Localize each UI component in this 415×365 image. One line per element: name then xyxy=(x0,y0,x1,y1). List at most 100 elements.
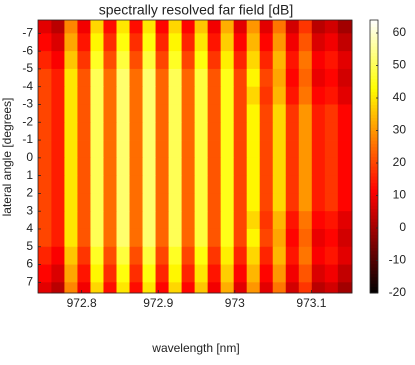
heatmap-cell xyxy=(77,264,91,283)
heatmap-cell xyxy=(64,246,78,265)
heatmap-cell xyxy=(142,228,156,248)
heatmap-cell xyxy=(311,68,326,88)
heatmap-cell xyxy=(142,175,156,194)
heatmap-cell xyxy=(51,33,65,52)
heatmap-cell xyxy=(337,51,353,70)
colorbar-swatch xyxy=(370,283,378,287)
heatmap-cell xyxy=(64,86,78,105)
heatmap-cell xyxy=(311,140,326,159)
colorbar-swatch xyxy=(370,127,378,131)
colorbar-swatch xyxy=(370,189,378,193)
heatmap-cell xyxy=(103,20,117,34)
heatmap-cell xyxy=(142,264,156,283)
heatmap-cell xyxy=(324,122,339,141)
colorbar-swatch xyxy=(370,241,378,245)
heatmap-cell xyxy=(233,264,248,283)
colorbar-swatch xyxy=(370,104,378,109)
heatmap-cell xyxy=(194,33,209,52)
heatmap-cell xyxy=(298,33,313,52)
heatmap-cell xyxy=(168,264,182,283)
heatmap-cell xyxy=(272,175,287,194)
colorbar-swatch xyxy=(370,150,378,154)
heatmap-cell xyxy=(233,86,248,105)
colorbar-swatch xyxy=(370,244,378,248)
heatmap-cell xyxy=(38,122,52,141)
heatmap-cell xyxy=(142,193,156,212)
heatmap-cell xyxy=(324,228,339,248)
heatmap-cell xyxy=(77,20,91,34)
colorbar-swatch xyxy=(370,91,378,96)
heatmap-cell xyxy=(38,175,52,194)
colorbar-swatch xyxy=(370,205,378,209)
heatmap-cell xyxy=(77,157,91,177)
heatmap-cell xyxy=(77,246,91,265)
heatmap-cell xyxy=(155,246,169,265)
heatmap-cell xyxy=(129,175,143,194)
heatmap-cell xyxy=(155,282,169,294)
heatmap-cell xyxy=(207,122,222,141)
colorbar-swatch xyxy=(370,130,378,135)
heatmap-cell xyxy=(155,193,169,212)
heatmap-cell xyxy=(298,193,313,212)
colorbar-swatch xyxy=(370,23,378,27)
heatmap-cell xyxy=(324,282,339,294)
colorbar-swatch xyxy=(370,260,378,265)
colorbar-swatch xyxy=(370,179,378,183)
heatmap-cell xyxy=(259,228,274,248)
heatmap-cell xyxy=(103,33,117,52)
heatmap-cell xyxy=(51,20,65,34)
heatmap-cell xyxy=(155,33,169,52)
heatmap-cell xyxy=(51,122,65,141)
heatmap-cell xyxy=(311,157,326,177)
heatmap-cell xyxy=(129,282,143,294)
colorbar-swatch xyxy=(370,192,378,196)
heatmap-cell xyxy=(77,104,91,123)
heatmap-cell xyxy=(272,140,287,159)
heatmap-cell xyxy=(272,264,287,283)
heatmap-cell xyxy=(337,246,353,265)
heatmap-cell xyxy=(155,211,169,230)
heatmap-cell xyxy=(285,211,300,230)
colorbar-swatch xyxy=(370,94,378,99)
heatmap-cell xyxy=(337,211,353,230)
heatmap-cell xyxy=(272,33,287,52)
heatmap-cell xyxy=(142,51,156,70)
heatmap-cell xyxy=(207,51,222,70)
heatmap-cell xyxy=(337,68,353,88)
heatmap-cell xyxy=(337,157,353,177)
heatmap-cell xyxy=(311,175,326,194)
heatmap-cell xyxy=(246,20,261,34)
colorbar-swatch xyxy=(370,46,378,50)
heatmap-cell xyxy=(90,282,104,294)
heatmap-cell xyxy=(298,104,313,123)
heatmap-cell xyxy=(337,20,353,34)
heatmap-cell xyxy=(38,86,52,105)
heatmap-cell xyxy=(103,157,117,177)
colorbar-swatch xyxy=(370,153,378,157)
heatmap-cell xyxy=(233,228,248,248)
heatmap-cell xyxy=(207,33,222,52)
heatmap-cell xyxy=(298,68,313,88)
heatmap-cell xyxy=(311,33,326,52)
colorbar-swatch xyxy=(370,254,378,258)
heatmap-cell xyxy=(285,20,300,34)
colorbar-swatch xyxy=(370,133,378,138)
heatmap-cell xyxy=(246,282,261,294)
heatmap-cell xyxy=(90,122,104,141)
heatmap-cell xyxy=(51,51,65,70)
heatmap-cell xyxy=(129,33,143,52)
heatmap-cell xyxy=(155,175,169,194)
heatmap-cell xyxy=(103,86,117,105)
heatmap-cell xyxy=(233,211,248,230)
heatmap-cell xyxy=(259,104,274,123)
heatmap-cell xyxy=(324,20,339,34)
heatmap-cell xyxy=(129,104,143,123)
heatmap-cell xyxy=(181,228,196,248)
colorbar-swatch xyxy=(370,111,378,115)
heatmap-cell xyxy=(194,193,209,212)
heatmap-cell xyxy=(116,246,130,265)
heatmap-cell xyxy=(142,68,156,88)
heatmap-cell xyxy=(90,51,104,70)
heatmap-cell xyxy=(298,282,313,294)
heatmap-cell xyxy=(64,122,78,141)
